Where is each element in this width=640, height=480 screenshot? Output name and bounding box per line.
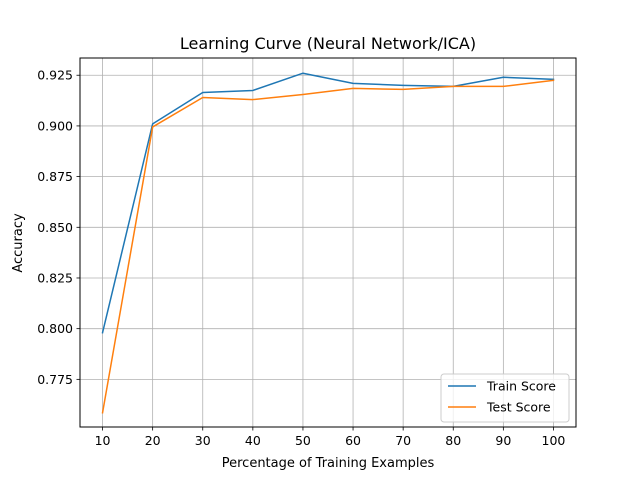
x-tick-label: 80 [445, 433, 461, 448]
train-score-line [101, 72, 555, 334]
test-score-line [101, 79, 555, 414]
series-lines [101, 72, 555, 414]
y-tick-label: 0.925 [37, 68, 73, 83]
legend: Train Score Test Score [440, 373, 570, 423]
legend-train-label: Train Score [486, 379, 556, 394]
y-tick-label: 0.775 [37, 372, 73, 387]
plot-frame [79, 57, 577, 428]
x-axis-label: Percentage of Training Examples [222, 456, 435, 471]
x-axis-ticks: 10 20 30 40 50 60 70 80 90 100 [95, 427, 566, 448]
x-tick-label: 50 [295, 433, 311, 448]
y-tick-label: 0.850 [37, 220, 73, 235]
x-tick-label: 30 [195, 433, 211, 448]
y-axis-label: Accuracy [11, 213, 26, 273]
x-tick-label: 70 [395, 433, 411, 448]
y-tick-label: 0.825 [37, 270, 73, 285]
x-tick-label: 40 [245, 433, 261, 448]
legend-test-label: Test Score [486, 400, 551, 415]
x-tick-label: 60 [345, 433, 361, 448]
y-axis-ticks: 0.775 0.800 0.825 0.850 0.875 0.900 0.925 [37, 68, 80, 387]
y-tick-label: 0.875 [37, 169, 73, 184]
y-tick-label: 0.900 [37, 118, 73, 133]
x-tick-label: 20 [145, 433, 161, 448]
y-tick-label: 0.800 [37, 321, 73, 336]
x-tick-label: 100 [542, 433, 566, 448]
chart-title: Learning Curve (Neural Network/ICA) [180, 34, 476, 53]
x-tick-label: 10 [95, 433, 111, 448]
x-tick-label: 90 [495, 433, 511, 448]
